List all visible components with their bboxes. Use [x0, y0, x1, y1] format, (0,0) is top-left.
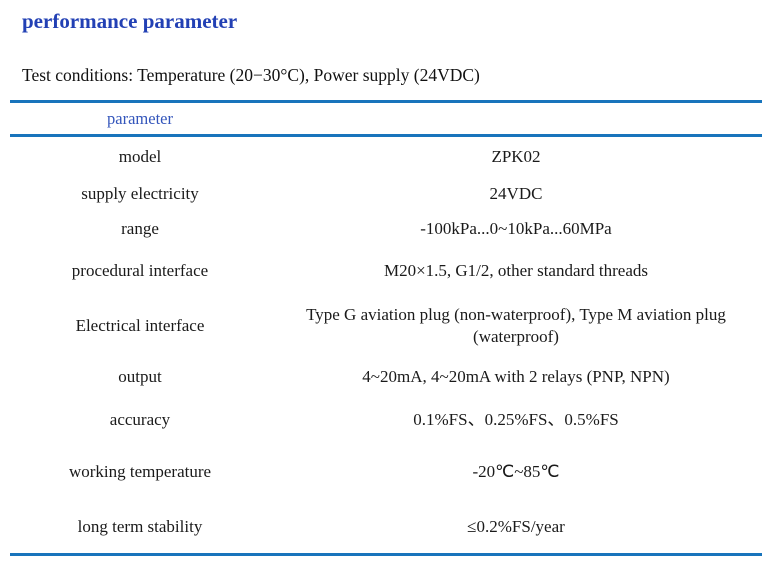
row-value: M20×1.5, G1/2, other standard threads — [383, 260, 649, 280]
row-label: output — [118, 367, 162, 386]
row-label: Electrical interface — [75, 315, 205, 335]
row-value: ZPK02 — [491, 146, 541, 166]
row-value: ≤0.2%FS/year — [467, 516, 565, 536]
row-label: long term stability — [77, 516, 203, 536]
parameter-table: parameter model ZPK02 supply electricity… — [10, 100, 762, 556]
row-label: working temperature — [68, 461, 212, 481]
row-label: procedural interface — [71, 260, 209, 280]
row-value: -100kPa...0~10kPa...60MPa — [420, 219, 612, 238]
row-label: model — [118, 146, 162, 166]
row-value: 24VDC — [489, 183, 543, 203]
table-row: model ZPK02 — [10, 137, 762, 176]
row-label: range — [121, 219, 159, 238]
table-header-parameter: parameter — [107, 108, 173, 128]
table-row: working temperature -20℃~85℃ — [10, 443, 762, 500]
table-row: supply electricity 24VDC — [10, 176, 762, 211]
test-conditions-text: Test conditions: Temperature (20−30°C), … — [22, 65, 480, 85]
page-title: performance parameter — [22, 9, 238, 33]
table-row: output 4~20mA, 4~20mA with 2 relays (PNP… — [10, 357, 762, 397]
table-row: Electrical interface Type G aviation plu… — [10, 294, 762, 357]
row-label: supply electricity — [81, 183, 199, 203]
table-row: long term stability ≤0.2%FS/year — [10, 500, 762, 553]
table-row: procedural interface M20×1.5, G1/2, othe… — [10, 247, 762, 294]
row-value: 4~20mA, 4~20mA with 2 relays (PNP, NPN) — [362, 367, 670, 386]
table-body: model ZPK02 supply electricity 24VDC ran… — [10, 137, 762, 556]
row-value: 0.1%FS、0.25%FS、0.5%FS — [413, 410, 619, 429]
row-value: Type G aviation plug (non-waterproof), T… — [306, 304, 726, 346]
row-label: accuracy — [109, 410, 171, 429]
table-row: accuracy 0.1%FS、0.25%FS、0.5%FS — [10, 397, 762, 443]
row-value: -20℃~85℃ — [472, 461, 560, 481]
table-row: range -100kPa...0~10kPa...60MPa — [10, 211, 762, 247]
table-header-row: parameter — [10, 100, 762, 137]
